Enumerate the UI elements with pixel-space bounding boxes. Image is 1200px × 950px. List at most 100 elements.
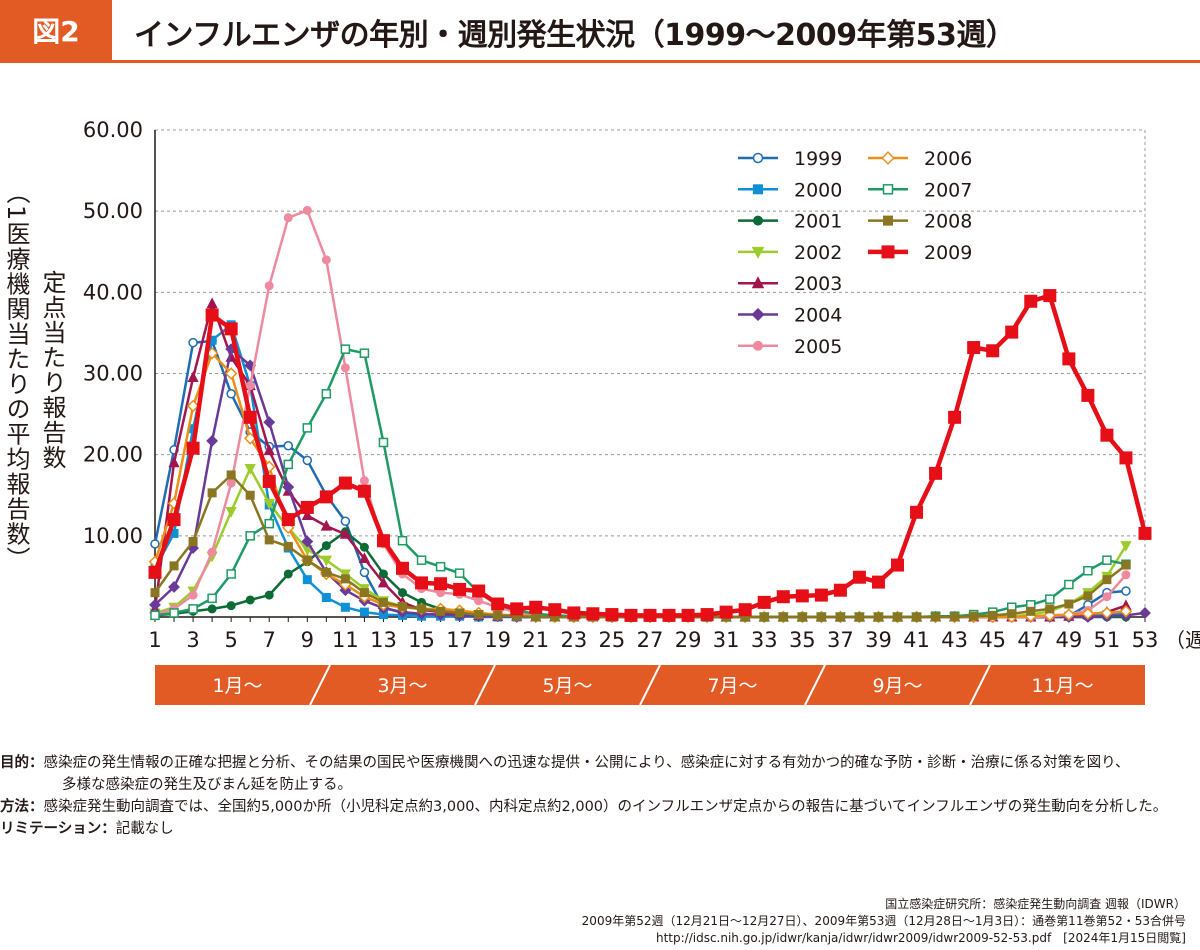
legend-item: 2009 (868, 242, 972, 264)
data-point (1121, 586, 1131, 596)
series-line (154, 347, 1127, 619)
data-point (871, 575, 885, 589)
legend-item: 2008 (868, 211, 972, 233)
data-point (359, 542, 369, 552)
data-point (531, 612, 541, 622)
data-point (1062, 352, 1076, 366)
data-point (1081, 388, 1095, 402)
data-point (224, 322, 238, 336)
legend-label: 2002 (794, 242, 842, 264)
data-point (816, 612, 826, 622)
data-point (891, 558, 904, 572)
month-band-divider (309, 664, 331, 706)
data-point (150, 588, 160, 598)
data-point (814, 588, 828, 602)
legend-label: 2005 (794, 336, 842, 358)
data-point (300, 500, 314, 514)
data-point (207, 604, 217, 614)
x-tick-label: 25 (599, 628, 626, 652)
series-2006 (148, 346, 1133, 624)
data-point (719, 605, 733, 619)
data-point (224, 367, 238, 380)
x-tick-label: 27 (637, 628, 664, 652)
x-tick-label: 41 (903, 628, 930, 652)
data-point (1138, 526, 1152, 540)
data-point (319, 490, 333, 504)
series-line (153, 323, 1127, 619)
data-point (358, 552, 371, 564)
x-tick-label: 43 (941, 628, 968, 652)
data-point (396, 561, 409, 575)
month-band-divider (474, 664, 496, 706)
y-tick-label: 50.00 (83, 199, 143, 223)
data-point (605, 608, 619, 622)
data-point (929, 466, 943, 480)
data-point (282, 481, 295, 494)
data-point (264, 590, 274, 600)
data-point (797, 612, 807, 622)
x-tick-label: 13 (370, 628, 397, 652)
data-point (795, 589, 809, 603)
x-tick-label: 37 (827, 628, 854, 652)
data-point (548, 603, 562, 617)
data-point (893, 612, 902, 622)
data-point (226, 470, 236, 480)
series-line (152, 293, 1148, 618)
data-point (1064, 579, 1074, 590)
data-point (188, 604, 198, 614)
data-point (263, 416, 276, 429)
data-point (340, 344, 351, 354)
data-point (643, 608, 657, 622)
source-line-2: 2009年第52週（12月21日〜12月27日）、2009年第53週（12月28… (581, 914, 1186, 928)
x-tick-label: 33 (751, 628, 778, 652)
x-axis-unit: （週） (1165, 628, 1200, 652)
legend-label: 2004 (794, 305, 842, 327)
data-point (1119, 451, 1133, 465)
data-point (1139, 607, 1151, 619)
x-tick-label: 45 (979, 628, 1006, 652)
note-purpose-body: 感染症の発生情報の正確な把握と分析、その結果の国民や医療機関への迅速な提供・公開… (43, 755, 1130, 771)
data-point (624, 608, 638, 622)
month-band-divider (804, 664, 826, 706)
note-limitation: リミテーション： 記載なし (0, 818, 1200, 840)
title-underline (0, 60, 1200, 63)
data-point (988, 610, 998, 620)
data-point (1121, 570, 1131, 580)
legend-label: 2009 (924, 242, 972, 264)
data-point (833, 583, 847, 597)
data-point (910, 505, 924, 519)
data-point (454, 568, 465, 578)
data-point (263, 444, 275, 456)
data-point (205, 308, 219, 322)
data-point (378, 597, 388, 607)
data-point (1026, 606, 1036, 616)
data-point (245, 381, 255, 391)
x-tick-label: 39 (865, 628, 892, 652)
legend-item: 2001 (738, 211, 842, 233)
data-point (281, 513, 295, 527)
data-point (283, 213, 293, 223)
note-limitation-head: リミテーション： (0, 821, 116, 837)
month-band-label: 1月〜 (212, 675, 262, 697)
data-point (1083, 591, 1093, 601)
series-1999 (150, 336, 1131, 622)
data-point (416, 555, 427, 565)
data-point (243, 410, 257, 424)
data-point (415, 576, 429, 590)
x-tick-label: 29 (675, 628, 702, 652)
data-point (302, 575, 312, 585)
data-point (188, 590, 198, 600)
y-tick-label: 60.00 (83, 118, 143, 142)
x-tick-label: 3 (186, 628, 199, 652)
data-point (167, 513, 181, 527)
series-2007 (150, 344, 1131, 622)
x-tick-label: 21 (522, 628, 549, 652)
data-point (226, 601, 236, 611)
data-point (320, 519, 332, 531)
y-axis-inner-label: 定点当たり報告数 (38, 270, 66, 470)
data-point (950, 612, 960, 622)
data-point (264, 518, 274, 529)
data-point (225, 506, 237, 518)
data-point (1121, 560, 1131, 570)
